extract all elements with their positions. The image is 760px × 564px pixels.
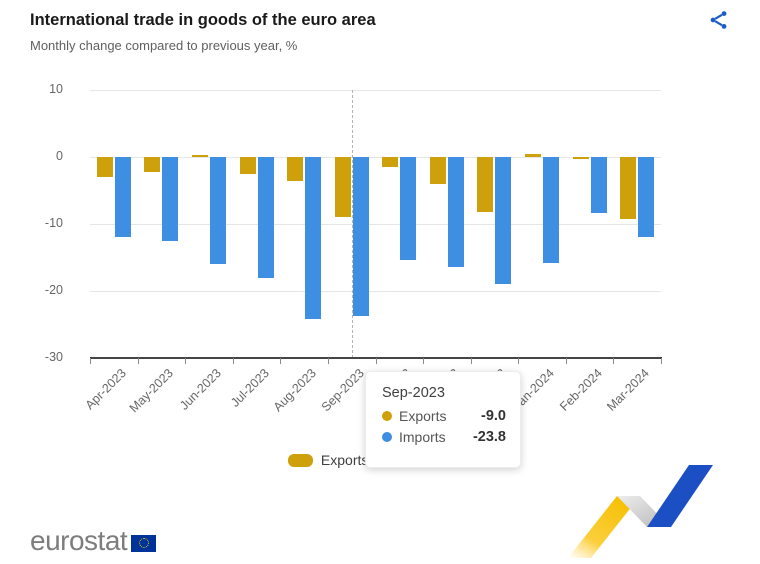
imports-dot-icon: [382, 432, 392, 442]
gridline--10: [90, 223, 661, 225]
exports-legend-label: Exports: [320, 452, 369, 468]
y-axis-label--10: -10: [44, 216, 63, 230]
y-axis-label-0: 0: [56, 149, 63, 163]
exports-legend-swatch: [287, 453, 313, 467]
bar-imports-May-2023[interactable]: [162, 157, 179, 241]
tooltip-imports-value: -23.8: [472, 429, 506, 445]
bar-exports-May-2023[interactable]: [144, 157, 161, 172]
bar-imports-Aug-2023[interactable]: [305, 157, 322, 320]
tooltip-row-imports: Imports -23.8: [382, 429, 506, 445]
bar-imports-Jul-2023[interactable]: [257, 157, 274, 278]
tooltip-exports-value: -9.0: [481, 408, 506, 424]
x-axis-tick: [375, 358, 377, 364]
x-axis-tick: [137, 358, 139, 364]
y-axis-label--30: -30: [44, 350, 63, 364]
bar-exports-Jan-2024[interactable]: [525, 153, 542, 157]
eurostat-logo: eurostat: [30, 525, 157, 556]
tooltip-row-exports: Exports -9.0: [382, 408, 506, 424]
gridline--20: [90, 290, 661, 292]
bar-exports-Nov-2023[interactable]: [429, 157, 446, 184]
x-axis-tick: [90, 358, 91, 364]
x-axis-tick: [661, 358, 662, 364]
x-axis-tick: [280, 358, 282, 364]
tooltip-exports-label: Exports: [399, 408, 447, 424]
bar-imports-Oct-2023[interactable]: [400, 157, 417, 260]
bar-imports-Nov-2023[interactable]: [447, 157, 464, 267]
x-axis-tick: [613, 358, 615, 364]
bar-imports-Jan-2024[interactable]: [543, 157, 560, 263]
bar-imports-Dec-2023[interactable]: [495, 157, 512, 284]
eurostat-ribbon-icon: [540, 438, 760, 564]
x-axis-tick: [565, 358, 567, 364]
bar-exports-Jul-2023[interactable]: [239, 157, 256, 175]
x-axis-tick: [327, 358, 329, 364]
chart-subtitle: Monthly change compared to previous year…: [30, 38, 298, 53]
bar-exports-Sep-2023[interactable]: [334, 157, 351, 218]
x-axis-tick: [185, 358, 187, 364]
bar-exports-Dec-2023[interactable]: [477, 157, 494, 212]
bar-exports-Apr-2023[interactable]: [96, 157, 113, 178]
y-axis-label--20: -20: [44, 283, 63, 297]
x-axis-tick: [518, 358, 520, 364]
exports-dot-icon: [382, 411, 392, 421]
bar-exports-Mar-2024[interactable]: [620, 157, 637, 219]
x-axis-tick: [423, 358, 425, 364]
chart-title: International trade in goods of the euro…: [30, 11, 376, 29]
bar-exports-Aug-2023[interactable]: [287, 157, 304, 182]
hover-crosshair-line: [351, 90, 353, 358]
bar-exports-Oct-2023[interactable]: [382, 157, 399, 168]
bar-exports-Jun-2023[interactable]: [191, 154, 208, 157]
gridline-10: [90, 89, 661, 91]
bar-imports-Apr-2023[interactable]: [114, 157, 131, 238]
share-icon: [708, 10, 730, 34]
bar-exports-Feb-2024[interactable]: [572, 157, 589, 159]
share-button[interactable]: [706, 8, 732, 34]
x-axis-tick: [470, 358, 472, 364]
tooltip-imports-label: Imports: [399, 429, 446, 445]
bar-imports-Sep-2023[interactable]: [352, 157, 369, 317]
gridline-0: [90, 156, 661, 158]
x-axis-tick: [232, 358, 234, 364]
eu-flag-icon: [131, 534, 157, 552]
bar-imports-Feb-2024[interactable]: [590, 157, 607, 214]
tooltip-title: Sep-2023: [382, 385, 445, 401]
eurostat-logo-text: eurostat: [30, 525, 128, 556]
legend-item-exports[interactable]: Exports: [287, 452, 369, 468]
bar-imports-Jun-2023[interactable]: [209, 157, 226, 265]
chart-tooltip: Sep-2023 Exports -9.0 Imports -23.8: [365, 371, 521, 468]
y-axis-label-10: 10: [49, 82, 63, 96]
bar-imports-Mar-2024[interactable]: [638, 157, 655, 238]
